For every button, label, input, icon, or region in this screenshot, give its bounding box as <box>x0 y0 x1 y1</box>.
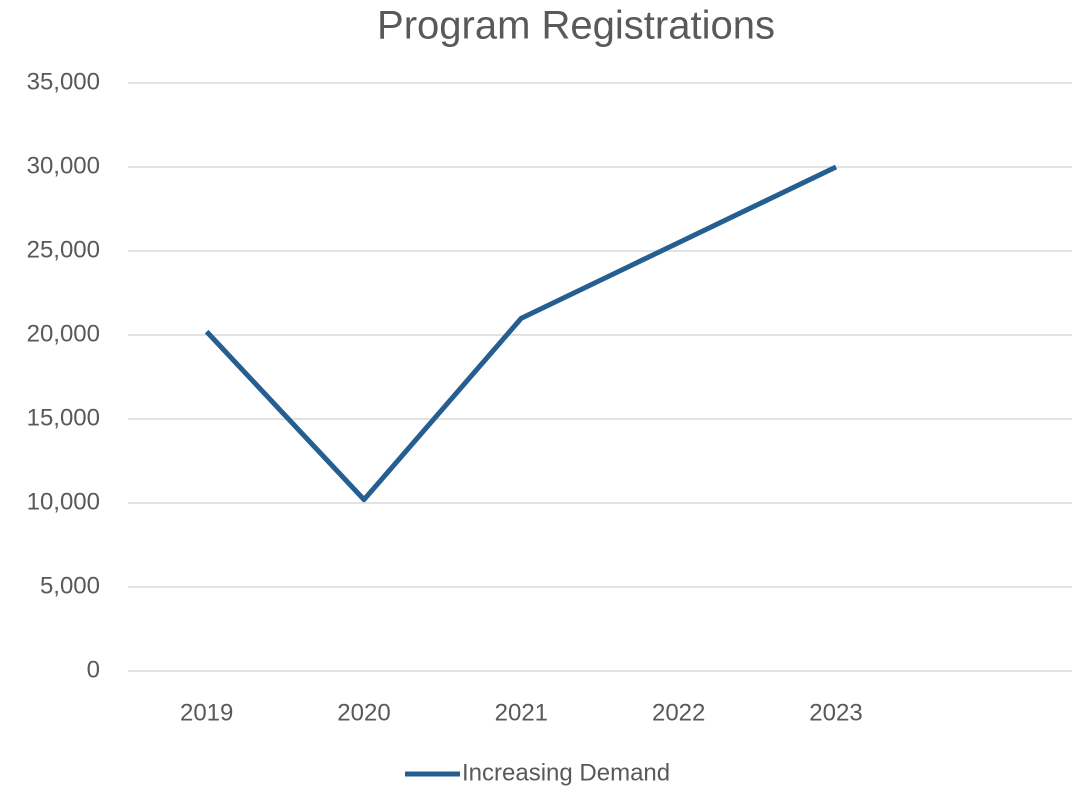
x-tick-label: 2021 <box>495 699 548 726</box>
x-tick-label: 2023 <box>809 699 862 726</box>
y-tick-label: 30,000 <box>27 152 100 179</box>
y-tick-label: 10,000 <box>27 488 100 515</box>
y-tick-label: 0 <box>87 656 100 683</box>
legend-label: Increasing Demand <box>462 759 670 786</box>
x-tick-label: 2019 <box>180 699 233 726</box>
y-tick-label: 15,000 <box>27 404 100 431</box>
x-tick-label: 2020 <box>337 699 390 726</box>
y-tick-label: 25,000 <box>27 236 100 263</box>
data-line <box>204 164 838 503</box>
x-tick-label: 2022 <box>652 699 705 726</box>
y-tick-label: 5,000 <box>40 572 100 599</box>
y-tick-label: 20,000 <box>27 320 100 347</box>
y-tick-label: 35,000 <box>27 68 100 95</box>
chart-title: Program Registrations <box>377 4 775 48</box>
